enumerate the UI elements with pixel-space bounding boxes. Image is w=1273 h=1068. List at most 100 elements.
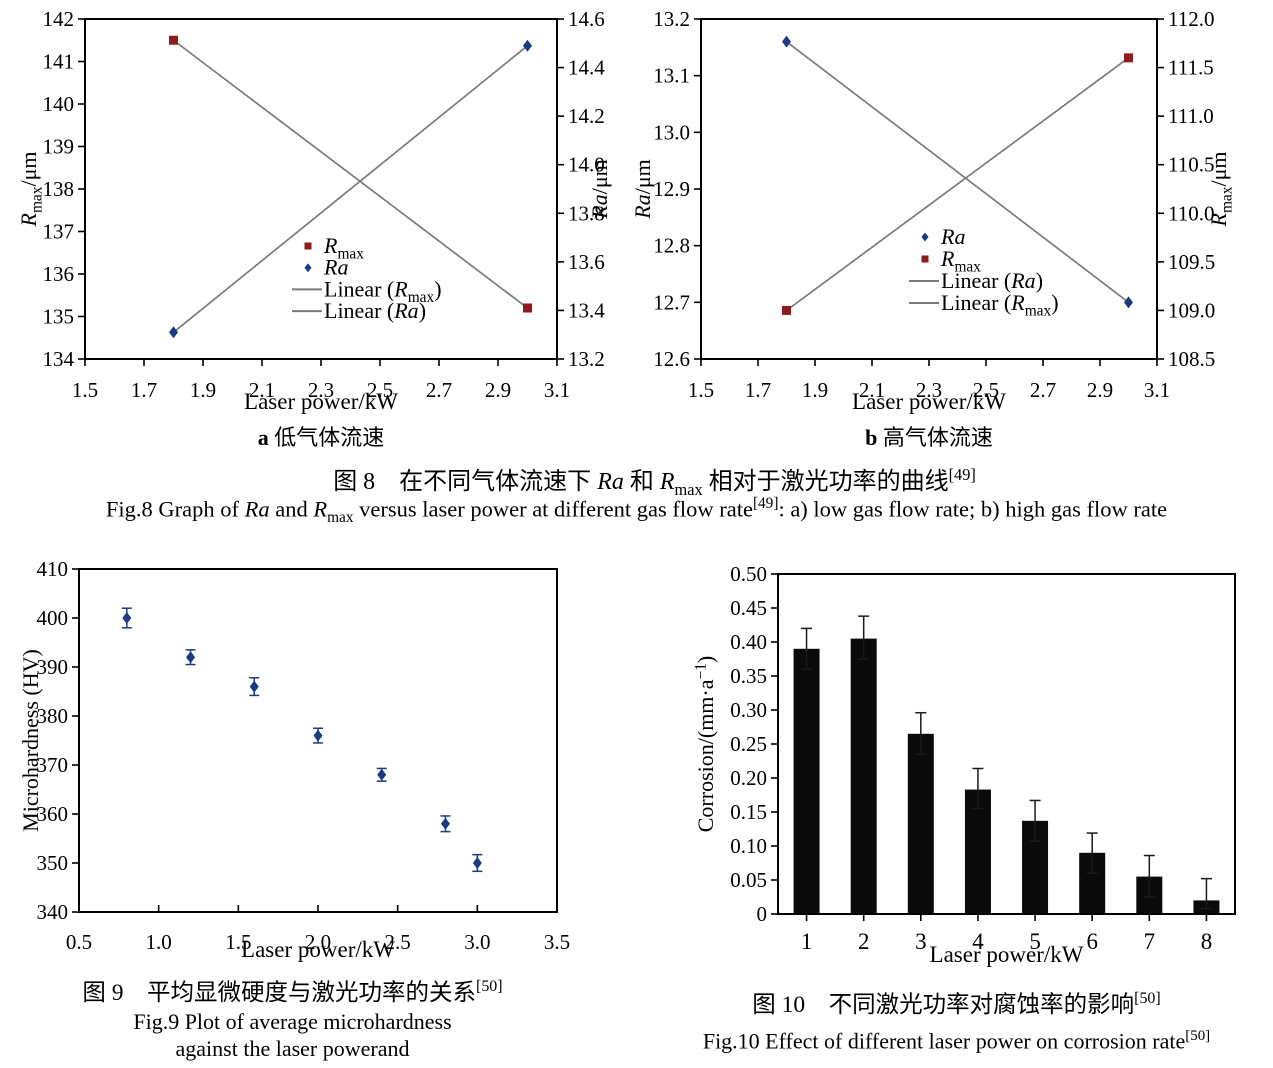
svg-text:Laser power/kW: Laser power/kW bbox=[852, 389, 1006, 414]
svg-text:6: 6 bbox=[1086, 929, 1098, 954]
svg-text:135: 135 bbox=[43, 305, 75, 329]
svg-text:0.5: 0.5 bbox=[66, 930, 92, 954]
svg-text:8: 8 bbox=[1201, 929, 1213, 954]
svg-text:108.5: 108.5 bbox=[1168, 347, 1215, 371]
fig10-caption-block: 图 10 不同激光功率对腐蚀率的影响[50] Fig.10 Effect of … bbox=[640, 984, 1273, 1057]
svg-text:Ra/μm: Ra/μm bbox=[630, 159, 655, 219]
svg-text:13.4: 13.4 bbox=[568, 298, 605, 322]
chart-fig10: 0 0.05 0.10 0.15 0.20 0.25 0.30 0.35 0.40 0.45 0.5… bbox=[693, 562, 1236, 967]
svg-text:12.7: 12.7 bbox=[653, 290, 690, 314]
svg-text:12.8: 12.8 bbox=[653, 234, 690, 258]
svg-text:0.30: 0.30 bbox=[730, 698, 767, 722]
svg-text:137: 137 bbox=[43, 220, 75, 244]
fig10-caption-en: Fig.10 Effect of different laser power o… bbox=[702, 1027, 1211, 1054]
svg-text:141: 141 bbox=[43, 50, 75, 74]
svg-text:109.5: 109.5 bbox=[1168, 250, 1215, 274]
fig8-dual-scatter-charts: 134 135 136 137 138 139 140 141 142 13.2 13.4 13.6 1… bbox=[16, 7, 1236, 450]
svg-text:142: 142 bbox=[43, 7, 75, 31]
svg-text:Ra: Ra bbox=[940, 224, 965, 249]
svg-text:0: 0 bbox=[757, 902, 768, 926]
svg-text:Rmax: Rmax bbox=[323, 233, 364, 263]
svg-text:4: 4 bbox=[972, 929, 984, 954]
svg-text:2.7: 2.7 bbox=[426, 378, 452, 402]
svg-text:110.0: 110.0 bbox=[1168, 201, 1214, 225]
svg-text:3.1: 3.1 bbox=[1144, 378, 1170, 402]
svg-text:Rmax: Rmax bbox=[940, 246, 981, 276]
svg-text:2.0: 2.0 bbox=[305, 930, 331, 954]
svg-text:3: 3 bbox=[915, 929, 927, 954]
svg-text:Laser power/kW: Laser power/kW bbox=[930, 942, 1084, 967]
svg-text:1.9: 1.9 bbox=[802, 378, 828, 402]
svg-text:Linear (Ra): Linear (Ra) bbox=[324, 298, 426, 323]
svg-text:a 低气体流速: a 低气体流速 bbox=[258, 425, 385, 450]
svg-text:410: 410 bbox=[37, 557, 69, 581]
svg-text:138: 138 bbox=[43, 177, 75, 201]
svg-text:0.05: 0.05 bbox=[730, 868, 767, 892]
svg-text:390: 390 bbox=[37, 655, 69, 679]
svg-text:340: 340 bbox=[37, 900, 69, 924]
svg-text:Rmax/μm: Rmax/μm bbox=[1206, 152, 1236, 228]
svg-text:Linear (Rmax): Linear (Rmax) bbox=[941, 290, 1059, 320]
svg-text:2.5: 2.5 bbox=[367, 378, 393, 402]
svg-text:370: 370 bbox=[37, 753, 69, 777]
svg-text:12.9: 12.9 bbox=[653, 177, 690, 201]
svg-text:136: 136 bbox=[43, 262, 75, 286]
svg-text:1.5: 1.5 bbox=[225, 930, 251, 954]
svg-text:2.7: 2.7 bbox=[1030, 378, 1056, 402]
svg-text:2.3: 2.3 bbox=[916, 378, 942, 402]
chart-fig8b: 12.6 12.7 12.8 12.9 13.0 13.1 13.2 108.5 109.0 10… bbox=[630, 7, 1236, 450]
svg-text:2.1: 2.1 bbox=[249, 378, 275, 402]
svg-text:360: 360 bbox=[37, 802, 69, 826]
fig9-caption-block: 图 9 平均显微硬度与激光功率的关系[50] Fig.9 Plot of ave… bbox=[0, 972, 585, 1062]
svg-text:111.0: 111.0 bbox=[1168, 104, 1214, 128]
bottom-captions-row: 图 9 平均显微硬度与激光功率的关系[50] Fig.9 Plot of ave… bbox=[0, 972, 1273, 1062]
svg-text:Corrosion/(mm·a−1): Corrosion/(mm·a−1) bbox=[693, 656, 718, 832]
svg-text:1.7: 1.7 bbox=[131, 378, 157, 402]
svg-text:134: 134 bbox=[43, 347, 75, 371]
fig9-caption-en-line1: Fig.9 Plot of average microhardness bbox=[133, 1008, 452, 1034]
svg-text:12.6: 12.6 bbox=[653, 347, 690, 371]
chart-fig9: 340 350 360 370 380 390 400 410 0.5 1.0 1.5 2.0 2.5 3… bbox=[18, 557, 570, 962]
svg-text:3.0: 3.0 bbox=[464, 930, 490, 954]
svg-text:Linear (Rmax): Linear (Rmax) bbox=[324, 276, 442, 306]
svg-text:3.5: 3.5 bbox=[544, 930, 570, 954]
svg-text:2.9: 2.9 bbox=[1087, 378, 1113, 402]
svg-text:1.5: 1.5 bbox=[72, 378, 98, 402]
svg-text:14.2: 14.2 bbox=[568, 104, 605, 128]
svg-text:14.6: 14.6 bbox=[568, 7, 605, 31]
svg-text:Laser power/kW: Laser power/kW bbox=[244, 389, 398, 414]
svg-text:3.1: 3.1 bbox=[544, 378, 570, 402]
fig8-caption-en: Fig.8 Graph of Ra and Rmax versus laser … bbox=[105, 495, 1168, 526]
svg-text:13.0: 13.0 bbox=[653, 120, 690, 144]
svg-text:111.5: 111.5 bbox=[1168, 56, 1214, 80]
chart-fig8a: 134 135 136 137 138 139 140 141 142 13.2 13.4 13.6 1… bbox=[16, 7, 612, 450]
svg-text:140: 140 bbox=[43, 92, 75, 116]
svg-text:13.8: 13.8 bbox=[568, 201, 605, 225]
svg-text:0.40: 0.40 bbox=[730, 630, 767, 654]
svg-text:109.0: 109.0 bbox=[1168, 298, 1215, 322]
svg-text:380: 380 bbox=[37, 704, 69, 728]
svg-text:0.20: 0.20 bbox=[730, 766, 767, 790]
svg-text:Microhardness (HV): Microhardness (HV) bbox=[18, 649, 43, 832]
svg-text:400: 400 bbox=[37, 606, 69, 630]
svg-text:Laser power/kW: Laser power/kW bbox=[241, 937, 395, 962]
svg-text:0.45: 0.45 bbox=[730, 596, 767, 620]
svg-text:Rmax/μm: Rmax/μm bbox=[16, 152, 46, 228]
svg-text:1.5: 1.5 bbox=[688, 378, 714, 402]
svg-text:13.6: 13.6 bbox=[568, 250, 605, 274]
svg-text:2.3: 2.3 bbox=[308, 378, 334, 402]
fig8-caption-zh: 图 8 在不同气体流速下 Ra 和 Rmax 相对于激光功率的曲线[49] bbox=[333, 465, 976, 499]
svg-text:139: 139 bbox=[43, 135, 75, 159]
svg-text:1.7: 1.7 bbox=[745, 378, 771, 402]
svg-text:1.0: 1.0 bbox=[146, 930, 172, 954]
svg-text:2: 2 bbox=[858, 929, 870, 954]
svg-text:13.2: 13.2 bbox=[653, 7, 690, 31]
svg-text:350: 350 bbox=[37, 851, 69, 875]
svg-text:0.35: 0.35 bbox=[730, 664, 767, 688]
fig9-caption-zh: 图 9 平均显微硬度与激光功率的关系[50] bbox=[82, 978, 503, 1006]
svg-text:13.1: 13.1 bbox=[653, 64, 690, 88]
fig9-caption-en-line2: against the laser powerand bbox=[175, 1035, 410, 1061]
svg-text:1.9: 1.9 bbox=[190, 378, 216, 402]
svg-text:Ra/μm: Ra/μm bbox=[587, 159, 612, 219]
